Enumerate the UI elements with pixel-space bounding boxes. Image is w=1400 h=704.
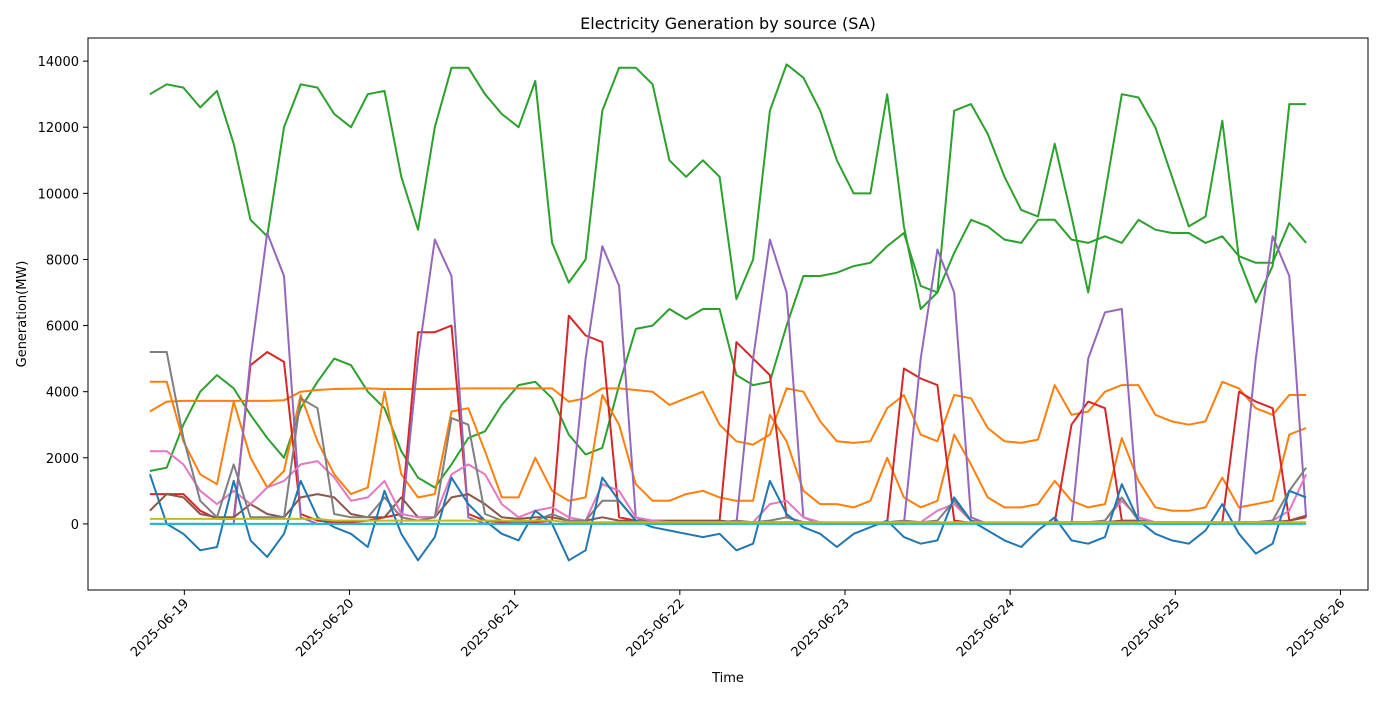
y-tick-label: 6000 [46, 320, 79, 335]
y-tick-label: 0 [71, 518, 79, 533]
x-tick-label: 2025-06-22 [624, 596, 688, 660]
x-tick-label: 2025-06-19 [128, 596, 192, 660]
chart-title: Electricity Generation by source (SA) [580, 14, 876, 33]
y-axis-label: Generation(MW) [15, 261, 30, 368]
series-line-1 [149, 63, 1307, 310]
y-tick-label: 14000 [38, 55, 79, 70]
y-axis: 0 2000 4000 6000 8000 10000 12000 14000 [38, 55, 88, 533]
series-line-6 [149, 232, 1308, 525]
series-line-12 [149, 517, 1307, 524]
series-line-10 [148, 473, 1307, 562]
series-line-2 [149, 218, 1307, 489]
y-tick-label: 10000 [38, 187, 79, 202]
y-tick-label: 12000 [38, 121, 79, 136]
x-axis-label: Time [711, 671, 744, 686]
x-tick-label: 2025-06-26 [1284, 596, 1348, 660]
plot-lines [148, 63, 1308, 562]
y-tick-label: 2000 [46, 452, 79, 467]
y-tick-label: 8000 [46, 253, 79, 268]
x-tick-label: 2025-06-24 [954, 596, 1018, 660]
x-axis: 2025-06-19 2025-06-20 2025-06-21 2025-06-22… [128, 590, 1348, 660]
plot-frame [87, 37, 1369, 591]
x-tick-label: 2025-06-20 [293, 596, 357, 660]
series-line-5 [149, 314, 1307, 525]
x-tick-label: 2025-06-25 [1119, 596, 1183, 660]
y-tick-label: 4000 [46, 386, 79, 401]
x-tick-label: 2025-06-23 [789, 596, 853, 660]
x-tick-label: 2025-06-21 [458, 596, 522, 660]
